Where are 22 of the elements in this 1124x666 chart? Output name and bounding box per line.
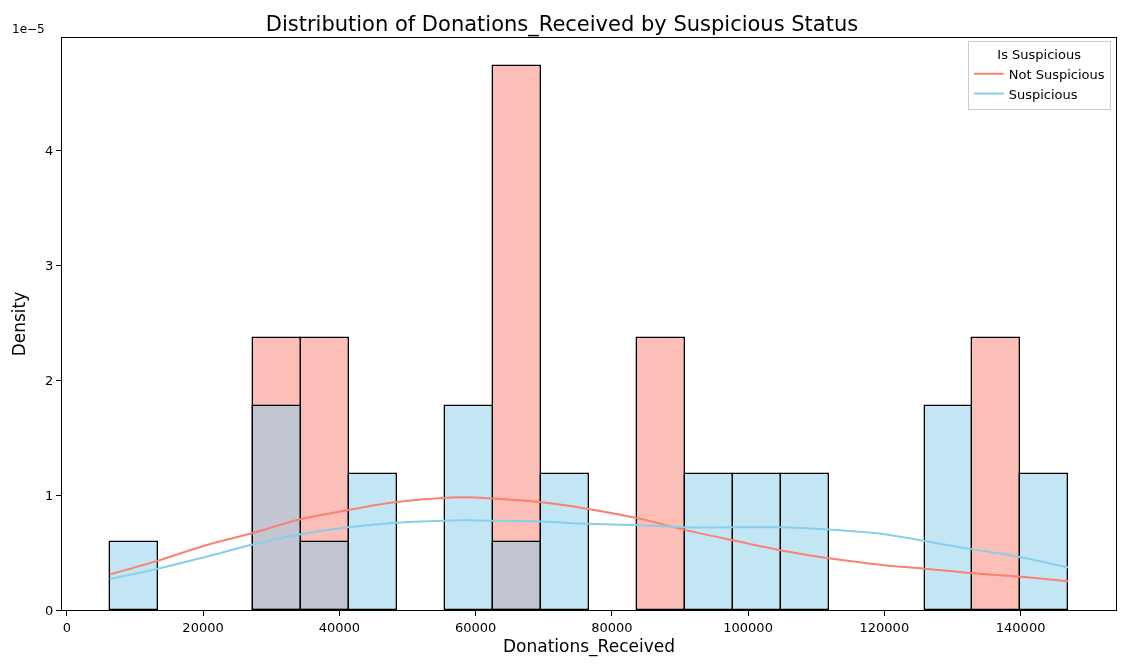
line-series — [108, 519, 1070, 580]
legend-label: Not Suspicious — [1008, 66, 1105, 82]
x-tick-label: 20000 — [182, 619, 224, 635]
legend-title: Is Suspicious — [997, 46, 1082, 62]
y-tick-label: 0 — [45, 602, 54, 618]
x-axis-title: Donations_Received — [503, 636, 675, 657]
text: 1e−5 — [12, 22, 45, 36]
y-tick-label: 1 — [45, 487, 54, 503]
y-axis-title: Density — [8, 291, 29, 357]
y-tick-label: 2 — [45, 372, 54, 388]
x-tick-label: 140000 — [995, 619, 1046, 635]
y-tick-label: 3 — [45, 257, 54, 273]
x-tick-label: 100000 — [723, 619, 773, 635]
x-tick-label: 0 — [62, 619, 71, 635]
x-tick-label: 80000 — [591, 619, 633, 635]
x-tick-label: 60000 — [454, 619, 497, 635]
line-series — [108, 496, 1070, 583]
y-tick-label: 4 — [45, 143, 54, 159]
x-tick-label: 120000 — [859, 619, 910, 635]
chart-title: Distribution of Donations_Received by Suspicious Status — [265, 12, 859, 38]
x-tick-label: 40000 — [318, 619, 360, 635]
legend-label: Suspicious — [1008, 86, 1078, 102]
